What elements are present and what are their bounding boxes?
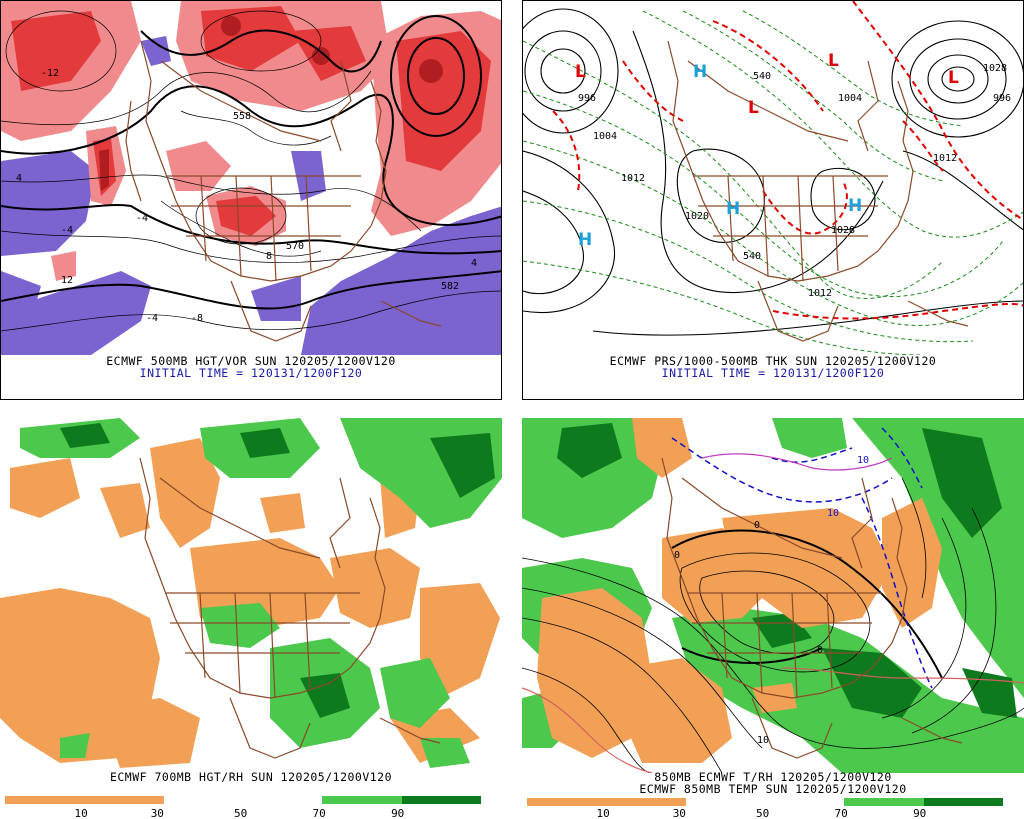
svg-text:996: 996: [578, 93, 596, 104]
height-contours: [1, 15, 501, 310]
svg-text:4: 4: [16, 173, 22, 184]
svg-text:582: 582: [441, 281, 459, 292]
warm-isotherms: [522, 667, 1024, 773]
svg-text:10: 10: [757, 735, 769, 746]
contour-labels: 558 570 582 -4 -8 4 12 -12 -4 4 8 -4: [16, 68, 477, 324]
high-center-3: H: [848, 196, 862, 216]
svg-text:-4: -4: [136, 213, 148, 224]
political-borders: [661, 457, 963, 759]
pressure-centers: L L L L H H H H: [575, 51, 959, 250]
dry-areas: [537, 418, 942, 763]
svg-text:-12: -12: [41, 68, 59, 79]
temperature-contours: [522, 477, 1024, 773]
panel-pressure-initial-time: INITIAL TIME = 120131/1200F120: [661, 366, 885, 380]
low-center-4: L: [948, 68, 959, 88]
panel-500mb-initial-time: INITIAL TIME = 120131/1200F120: [139, 366, 363, 380]
contour-labels: 10 10 10 0 0 0: [674, 455, 869, 746]
svg-text:1004: 1004: [593, 131, 617, 142]
panel-700mb-caption: ECMWF 700MB HGT/RH SUN 120205/1200V120: [109, 770, 393, 784]
high-center-2: H: [726, 199, 740, 219]
isobars: [523, 8, 1023, 336]
svg-text:1004: 1004: [838, 93, 862, 104]
svg-text:996: 996: [993, 93, 1011, 104]
low-center-3: L: [828, 51, 839, 71]
low-center-1: L: [575, 62, 586, 82]
rh-colorbar-850mb: [527, 798, 1003, 806]
map-700mb-rh: [0, 418, 502, 773]
svg-text:1012: 1012: [621, 173, 645, 184]
high-center-4: H: [578, 230, 592, 250]
very-moist-areas: [60, 423, 495, 718]
thickness-warm-lines: [552, 1, 1023, 320]
panel-pressure-thickness: L L L L H H H H 996 1004 1012 1020 1028 …: [522, 0, 1024, 400]
max-vorticity-cores: [99, 16, 443, 191]
thickness-cold-lines: [523, 10, 1023, 355]
svg-text:10: 10: [827, 508, 839, 519]
svg-text:-8: -8: [191, 313, 203, 324]
low-center-2: L: [748, 98, 759, 118]
svg-text:540: 540: [753, 71, 771, 82]
colorbar-ticks-850mb: 10 30 50 70 90: [596, 807, 927, 819]
panel-500mb-caption: ECMWF 500MB HGT/VOR SUN 120205/1200V120: [106, 354, 396, 368]
svg-text:10: 10: [857, 455, 869, 466]
svg-text:-4: -4: [146, 313, 158, 324]
panel-500mb-vorticity: 558 570 582 -4 -8 4 12 -12 -4 4 8 -4 ECM…: [0, 0, 502, 400]
panel-850mb-temp-rh: 10 10 10 0 0 0 850MB ECMWF T/RH 120205/1…: [522, 418, 1024, 819]
high-center-1: H: [693, 62, 707, 82]
svg-text:0: 0: [754, 520, 760, 531]
political-borders: [125, 40, 442, 342]
svg-text:1028: 1028: [831, 225, 855, 236]
svg-text:-4: -4: [61, 225, 73, 236]
political-borders: [139, 457, 441, 759]
svg-text:0: 0: [674, 550, 680, 561]
panel-850mb-temp-caption: ECMWF 850MB TEMP SUN 120205/1200V120: [639, 782, 907, 796]
svg-text:8: 8: [266, 251, 272, 262]
map-pressure-thickness: L L L L H H H H 996 1004 1012 1020 1028 …: [523, 1, 1023, 355]
magenta-isotherm: [701, 453, 893, 471]
svg-text:0: 0: [817, 645, 823, 656]
map-850mb-temp-rh: 10 10 10 0 0 0: [522, 418, 1024, 773]
svg-text:1012: 1012: [808, 288, 832, 299]
panel-700mb-rh: ECMWF 700MB HGT/RH SUN 120205/1200V120 1…: [0, 418, 502, 819]
svg-text:1012: 1012: [933, 153, 957, 164]
cold-isotherms: [671, 427, 933, 689]
vorticity-contours: [1, 10, 501, 332]
panel-pressure-caption: ECMWF PRS/1000-500MB THK SUN 120205/1200…: [609, 354, 937, 368]
political-borders: [667, 40, 969, 342]
svg-text:1020: 1020: [685, 211, 709, 222]
svg-text:12: 12: [61, 275, 73, 286]
svg-text:1028: 1028: [983, 63, 1007, 74]
map-500mb-vorticity: 558 570 582 -4 -8 4 12 -12 -4 4 8 -4: [1, 1, 501, 355]
colorbar-ticks-700mb: 10 30 50 70 90: [74, 807, 405, 819]
freezing-line: [671, 529, 943, 679]
contour-labels: 996 1004 1012 1020 1028 1028 1012 540 54…: [578, 63, 1011, 299]
svg-text:558: 558: [233, 111, 251, 122]
svg-text:4: 4: [471, 258, 477, 269]
svg-text:540: 540: [743, 251, 761, 262]
rh-colorbar-700mb: [5, 796, 481, 804]
svg-text:570: 570: [286, 241, 304, 252]
panel-850mb-caption: 850MB ECMWF T/RH 120205/1200V120: [654, 770, 892, 784]
